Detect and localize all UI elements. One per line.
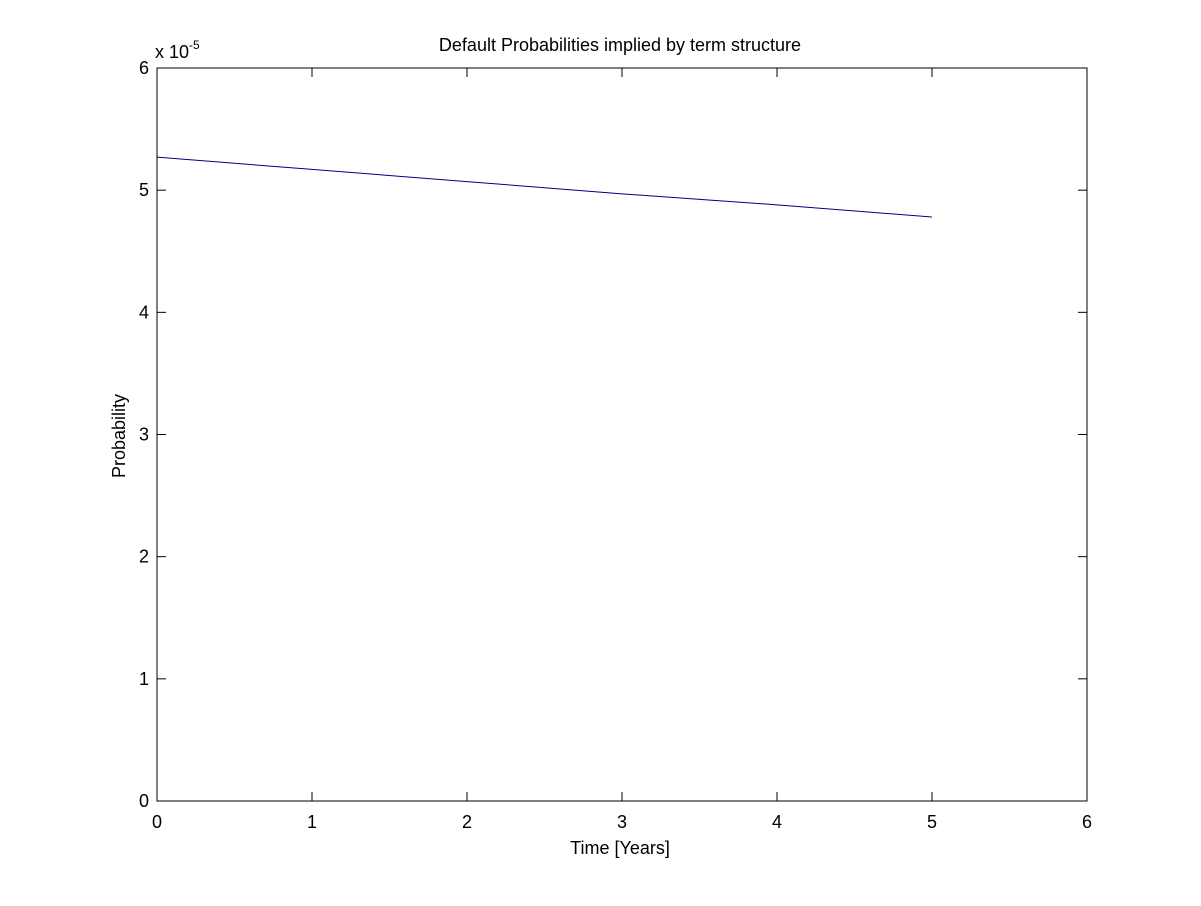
x-tick-label: 4 — [772, 812, 782, 832]
x-tick-label: 0 — [152, 812, 162, 832]
series-line — [156, 156, 933, 218]
y-exponent-power: -5 — [189, 38, 200, 52]
series-layer — [156, 156, 933, 218]
x-tick-label: 6 — [1082, 812, 1092, 832]
x-tick-label: 3 — [617, 812, 627, 832]
y-tick-label: 2 — [139, 547, 149, 567]
x-axis-label: Time [Years] — [570, 838, 670, 858]
x-tick-label: 5 — [927, 812, 937, 832]
y-tick-label: 4 — [139, 302, 149, 322]
y-tick-label: 3 — [139, 425, 149, 445]
y-tick-label: 1 — [139, 669, 149, 689]
x-tick-label: 2 — [462, 812, 472, 832]
chart-title: Default Probabilities implied by term st… — [439, 35, 801, 55]
y-tick-label: 0 — [139, 791, 149, 811]
y-ticks: 0 1 2 3 4 5 6 — [139, 58, 1087, 811]
y-exponent-label: x 10-5 — [155, 38, 200, 62]
x-tick-label: 1 — [307, 812, 317, 832]
y-axis-label: Probability — [109, 394, 129, 478]
x-ticks: 0 1 2 3 4 5 6 — [152, 68, 1092, 832]
plot-area — [156, 67, 1088, 802]
y-exponent-base: x 10 — [155, 42, 189, 62]
y-tick-label: 5 — [139, 180, 149, 200]
y-tick-label: 6 — [139, 58, 149, 78]
